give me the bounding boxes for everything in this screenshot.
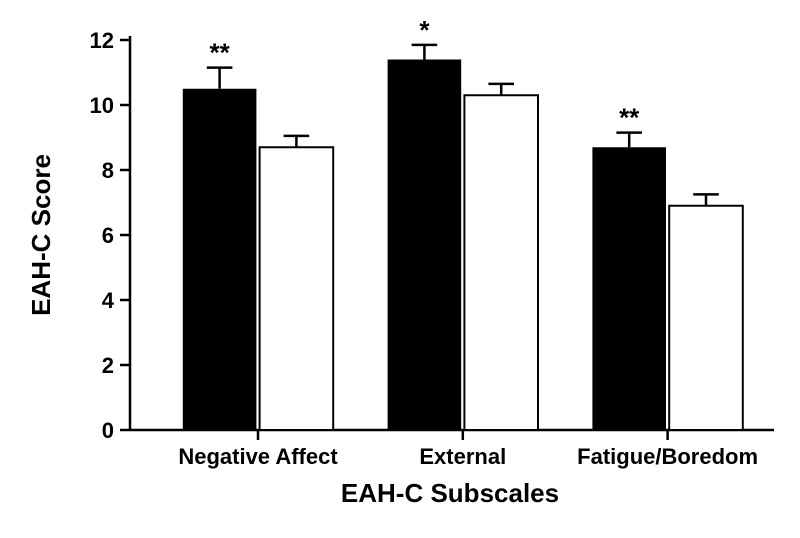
bar — [183, 89, 257, 430]
bar-chart: 0 2 4 6 8 10 12 Negative Affect External Fatigue/… — [0, 0, 800, 538]
y-tick-label: 4 — [102, 288, 115, 313]
y-axis-title: EAH-C Score — [26, 154, 56, 316]
y-tick-label: 6 — [102, 223, 114, 248]
significance-marker: ** — [619, 103, 640, 133]
category-label: Fatigue/Boredom — [577, 444, 758, 469]
x-axis-title: EAH-C Subscales — [341, 478, 559, 508]
bar — [388, 60, 462, 431]
y-tick-label: 12 — [90, 28, 114, 53]
bar — [464, 95, 538, 430]
chart-container: 0 2 4 6 8 10 12 Negative Affect External Fatigue/… — [0, 0, 800, 538]
y-tick-label: 2 — [102, 353, 114, 378]
bar — [592, 147, 666, 430]
category-label: External — [419, 444, 506, 469]
y-tick-label: 0 — [102, 418, 114, 443]
y-tick-label: 10 — [90, 93, 114, 118]
y-tick-label: 8 — [102, 158, 114, 183]
bar — [260, 147, 334, 430]
significance-marker: ** — [209, 38, 230, 68]
bar — [669, 206, 743, 430]
significance-marker: * — [419, 15, 430, 45]
category-label: Negative Affect — [178, 444, 338, 469]
